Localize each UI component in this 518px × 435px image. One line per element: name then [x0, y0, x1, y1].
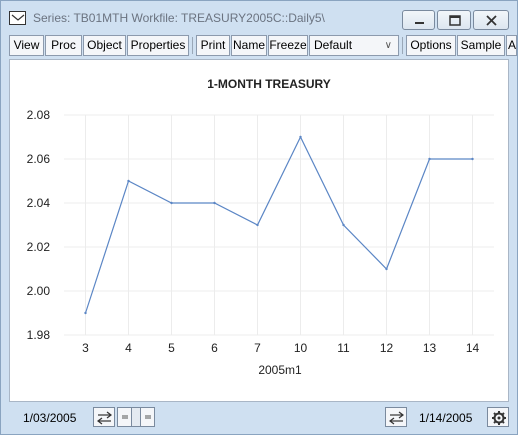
graph-view: 1-MONTH TREASURY 1.98 2.00 2.02 2.04 2.06 2.0… [9, 59, 509, 402]
gear-icon [492, 411, 506, 425]
chart-series [84, 135, 474, 315]
x-tick-label: 11 [337, 341, 350, 355]
data-point [471, 157, 474, 161]
grip-icon [122, 415, 128, 419]
y-tick-label: 2.06 [27, 152, 51, 166]
x-tick-label: 14 [466, 341, 480, 355]
y-tick-label: 1.98 [27, 328, 51, 342]
minimize-button[interactable] [402, 10, 435, 30]
line-chart: 1-MONTH TREASURY 1.98 2.00 2.02 2.04 2.06 2.0… [27, 77, 494, 377]
swap-arrows-icon [97, 411, 112, 425]
x-tick-label: 12 [380, 341, 394, 355]
close-icon [486, 15, 497, 26]
toolbar: View Proc Object Properties Print Name F… [9, 35, 517, 56]
x-tick-label: 6 [211, 341, 218, 355]
x-axis-label: 2005m1 [258, 363, 302, 377]
title-bar[interactable]: Series: TB01MTH Workfile: TREASURY2005C:… [1, 1, 517, 35]
maximize-button[interactable] [437, 10, 471, 30]
data-point [342, 223, 345, 227]
series-window-icon [9, 11, 26, 25]
data-point [127, 179, 130, 183]
data-point [84, 311, 87, 315]
close-button[interactable] [473, 10, 509, 30]
x-axis-ticks: 3 4 5 6 7 10 11 12 13 14 [82, 341, 479, 355]
series-line [84, 135, 473, 314]
settings-button[interactable] [487, 407, 509, 427]
x-tick-label: 13 [423, 341, 437, 355]
y-tick-label: 2.02 [27, 240, 51, 254]
proc-button[interactable]: Proc [45, 35, 82, 56]
swap-arrows-icon [389, 411, 404, 425]
chart-grid [64, 114, 494, 336]
freeze-button[interactable]: Freeze [268, 35, 308, 56]
window-title: Series: TB01MTH Workfile: TREASURY2005C:… [33, 11, 325, 25]
x-tick-label: 4 [125, 341, 132, 355]
view-button[interactable]: View [9, 35, 44, 56]
y-tick-label: 2.04 [27, 196, 51, 210]
scroll-left-button[interactable] [93, 407, 115, 427]
name-button[interactable]: Name [231, 35, 267, 56]
y-tick-label: 2.00 [27, 284, 51, 298]
scrollbar-thumb-end[interactable] [140, 408, 154, 426]
status-bar: 1/03/2005 [9, 404, 517, 432]
x-tick-label: 10 [294, 341, 308, 355]
horizontal-scrollbar[interactable] [117, 407, 155, 427]
object-button[interactable]: Object [83, 35, 126, 56]
maximize-icon [449, 15, 461, 26]
x-tick-label: 5 [168, 341, 175, 355]
toolbar-separator [192, 37, 193, 54]
x-tick-label: 3 [82, 341, 89, 355]
y-axis-ticks: 1.98 2.00 2.02 2.04 2.06 2.08 [27, 108, 51, 342]
toolbar-separator [402, 37, 403, 54]
data-point [256, 223, 259, 227]
scrollbar-thumb[interactable] [118, 408, 132, 426]
scroll-right-button[interactable] [385, 407, 407, 427]
print-button[interactable]: Print [196, 35, 230, 56]
display-mode-value: Default [314, 38, 353, 52]
sample-end-date: 1/14/2005 [419, 411, 473, 425]
y-tick-label: 2.08 [27, 108, 51, 122]
data-point [428, 157, 431, 161]
chart-title: 1-MONTH TREASURY [207, 77, 331, 91]
overflow-button[interactable]: Ar [506, 35, 517, 56]
data-point [385, 267, 388, 271]
grip-icon [145, 415, 151, 419]
x-tick-label: 7 [254, 341, 261, 355]
sample-start-date: 1/03/2005 [23, 411, 77, 425]
chevron-down-icon: ∨ [384, 40, 392, 51]
data-point [299, 135, 302, 139]
display-mode-select[interactable]: Default ∨ [309, 35, 399, 56]
properties-button[interactable]: Properties [127, 35, 189, 56]
data-point [170, 201, 173, 205]
data-point [213, 201, 216, 205]
minimize-icon [415, 22, 424, 24]
options-button[interactable]: Options [406, 35, 456, 56]
sample-button[interactable]: Sample [457, 35, 505, 56]
